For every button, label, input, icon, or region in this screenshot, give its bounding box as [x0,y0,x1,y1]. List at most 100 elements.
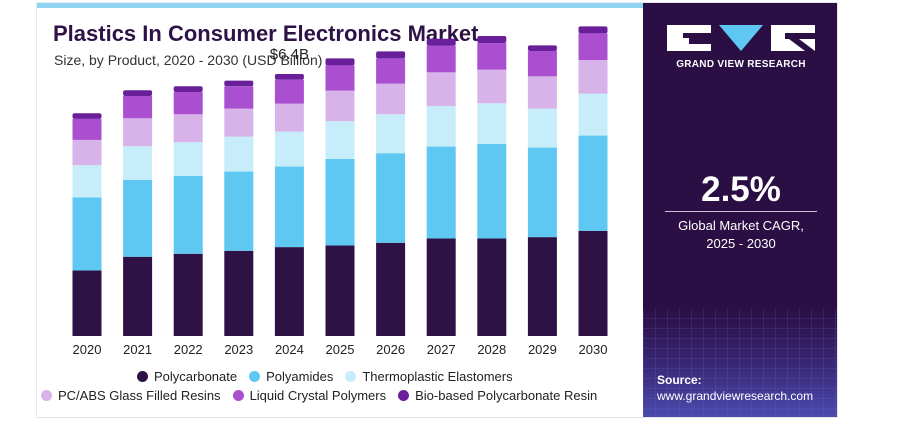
bar-segment-2023-polyamides [224,171,254,251]
bar-segment-2030-thermoplastic-elastomers [578,93,608,136]
bar-segment-2029-bio-based-polycarbonate-resin [527,45,557,52]
divider [665,211,817,212]
chart-title: Plastics In Consumer Electronics Market [53,21,479,46]
x-tick-label: 2022 [174,342,203,357]
legend-row: PC/ABS Glass Filled Resins Liquid Crystal… [41,388,609,403]
panel-grid-decoration [643,309,837,417]
bar-segment-2027-bio-based-polycarbonate-resin [426,38,456,46]
bar-segment-2028-polycarbonate [477,238,507,336]
bar-segment-2022-bio-based-polycarbonate-resin [173,86,203,92]
x-tick-label: 2024 [275,342,304,357]
bar-segment-2020-bio-based-polycarbonate-resin [72,113,102,119]
legend-item: Thermoplastic Elastomers [345,369,513,384]
x-tick-label: 2028 [477,342,506,357]
legend-item: Liquid Crystal Polymers [232,388,386,403]
bar-segment-2025-thermoplastic-elastomers [325,121,355,159]
data-label: $6.4B [270,46,309,63]
bar-segment-2023-liquid-crystal-polymers [224,86,254,109]
legend-swatch-icon [398,390,410,401]
legend-swatch-icon [137,371,148,382]
bar-segment-2027-polycarbonate [426,238,456,336]
bar-segment-2024-polycarbonate [274,247,304,336]
bar-segment-2028-bio-based-polycarbonate-resin [477,36,507,44]
bar-segment-2026-pc-abs-glass-filled-resins [376,83,406,115]
legend-swatch-icon [41,390,52,401]
bar-segment-2021-thermoplastic-elastomers [123,146,153,180]
bar-segment-2026-bio-based-polycarbonate-resin [376,51,406,59]
bar-segment-2025-liquid-crystal-polymers [325,65,355,91]
bar-segment-2021-polycarbonate [123,256,153,336]
bar-segment-2026-liquid-crystal-polymers [376,58,406,84]
bar-segment-2020-polyamides [72,197,102,271]
x-tick-label: 2029 [528,342,557,357]
bar-segment-2022-thermoplastic-elastomers [173,142,203,176]
bar-segment-2025-polyamides [325,158,355,246]
bar-segment-2029-polyamides [527,147,557,238]
legend-label: Thermoplastic Elastomers [362,369,513,384]
bar-segment-2021-polyamides [123,179,153,257]
bar-segment-2028-liquid-crystal-polymers [477,43,507,70]
legend-swatch-icon [232,390,244,401]
bar-segment-2023-thermoplastic-elastomers [224,136,254,172]
bar-segment-2030-pc-abs-glass-filled-resins [578,60,608,94]
accent-bar [37,3,643,8]
source-label: Source: [657,373,702,387]
bar-segment-2029-thermoplastic-elastomers [527,108,557,148]
legend-row: Polycarbonate Polyamides Thermoplastic Ela… [137,369,525,384]
x-tick-label: 2030 [579,342,608,357]
bar-segment-2023-pc-abs-glass-filled-resins [224,108,254,137]
bar-segment-2027-liquid-crystal-polymers [426,45,456,73]
bar-segment-2025-bio-based-polycarbonate-resin [325,58,355,66]
side-panel: GRAND VIEW RESEARCH 2.5% Global Market C… [643,3,837,417]
legend-label: Bio-based Polycarbonate Resin [415,388,598,403]
bar-segment-2025-polycarbonate [325,245,355,336]
bar-segment-2028-thermoplastic-elastomers [477,103,507,144]
bar-segment-2029-pc-abs-glass-filled-resins [527,76,557,109]
bar-segment-2027-polyamides [426,146,456,239]
legend-label: Polyamides [266,369,334,384]
bar-segment-2029-liquid-crystal-polymers [527,51,557,77]
bar-segment-2023-polycarbonate [224,250,254,336]
legend-item: Polycarbonate [137,369,237,384]
legend-swatch-icon [249,371,261,382]
bar-segment-2024-polyamides [274,166,304,248]
bar-segment-2026-polycarbonate [376,242,406,336]
x-tick-label: 2027 [427,342,456,357]
grand-view-research-logo [667,25,815,51]
bar-segment-2021-pc-abs-glass-filled-resins [123,118,153,147]
bar-segment-2030-liquid-crystal-polymers [578,33,608,61]
legend-item: Bio-based Polycarbonate Resin [398,388,597,403]
bar-segment-2024-thermoplastic-elastomers [274,131,304,167]
bar-segment-2022-polyamides [173,175,203,254]
bar-segment-2028-polyamides [477,143,507,239]
x-tick-label: 2025 [326,342,355,357]
x-tick-label: 2021 [123,342,152,357]
bar-segment-2023-bio-based-polycarbonate-resin [224,80,254,87]
legend-item: Polyamides [249,369,333,384]
bar-segment-2030-bio-based-polycarbonate-resin [578,26,608,34]
bar-segment-2020-pc-abs-glass-filled-resins [72,139,102,166]
bar-segment-2022-pc-abs-glass-filled-resins [173,114,203,143]
source-link[interactable]: www.grandviewresearch.com [657,389,814,403]
stacked-bar-chart: 2020 2021 2022 2023 2024 $6.4B 2025 2026 2027 202… [72,26,608,357]
cagr-label-line1: Global Market CAGR, [678,218,804,233]
chart-card: Plastics In Consumer Electronics Market … [36,2,838,418]
bar-segment-2028-pc-abs-glass-filled-resins [477,69,507,104]
bar-segment-2021-liquid-crystal-polymers [123,95,153,119]
bar-segment-2027-thermoplastic-elastomers [426,105,456,147]
bar-segment-2024-liquid-crystal-polymers [274,79,304,104]
legend-item: PC/ABS Glass Filled Resins [41,388,221,403]
chart-subtitle: Size, by Product, 2020 - 2030 (USD Billi… [54,52,323,68]
bar-segment-2027-pc-abs-glass-filled-resins [426,72,456,106]
bar-segment-2022-liquid-crystal-polymers [173,91,203,115]
bar-segment-2024-bio-based-polycarbonate-resin [274,73,304,80]
bar-segment-2030-polyamides [578,135,608,231]
cagr-label-line2: 2025 - 2030 [706,236,776,251]
bar-segment-2020-polycarbonate [72,270,102,336]
legend-label: Polycarbonate [154,369,238,384]
x-tick-label: 2023 [224,342,253,357]
bar-segment-2025-pc-abs-glass-filled-resins [325,90,355,122]
cagr-label: Global Market CAGR, 2025 - 2030 [643,217,837,253]
bar-segment-2020-thermoplastic-elastomers [72,165,102,198]
bar-segment-2030-polycarbonate [578,230,608,336]
